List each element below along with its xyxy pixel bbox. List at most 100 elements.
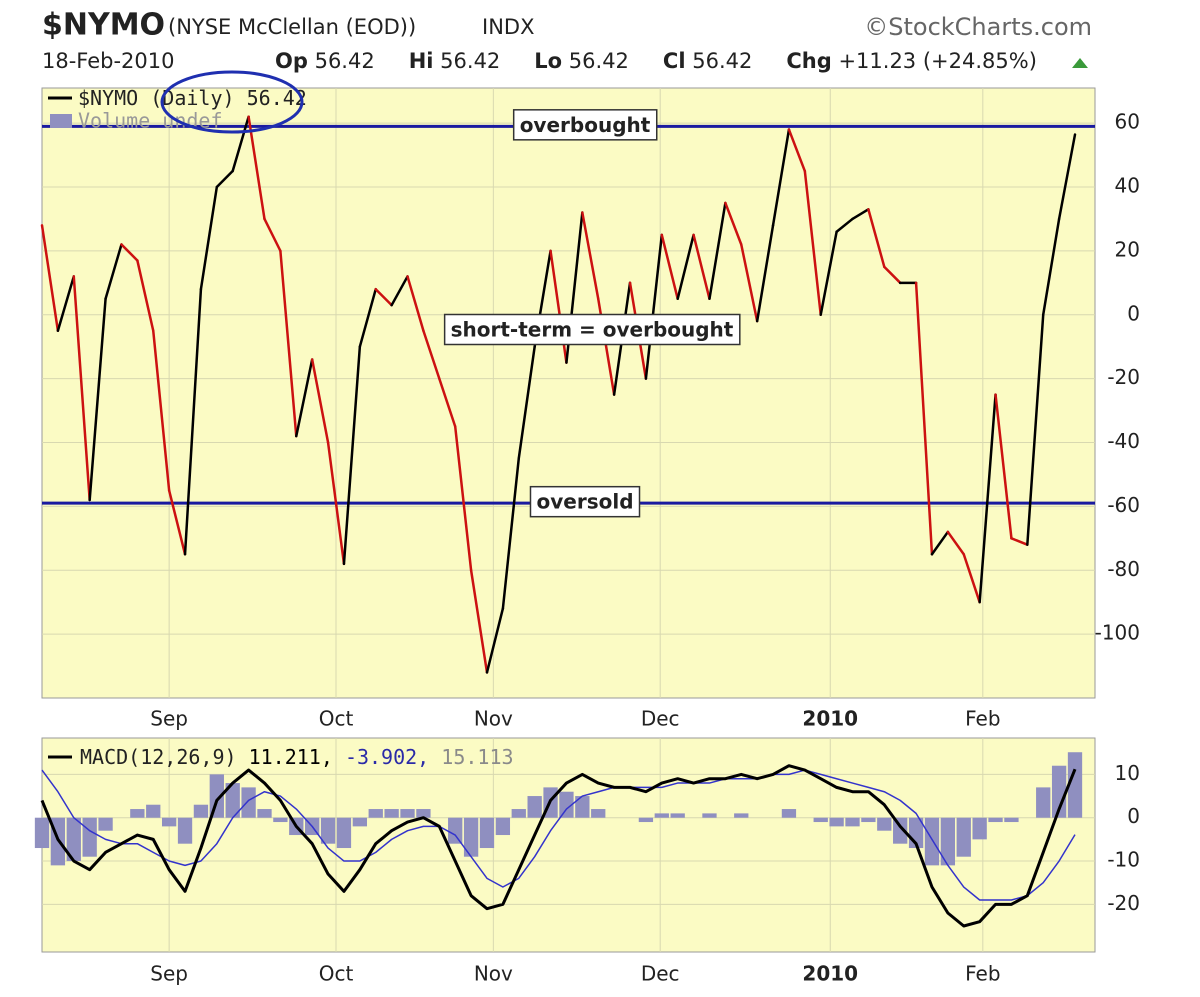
histogram-bar — [368, 809, 383, 818]
line-segment — [151, 329, 171, 492]
annotation-box — [443, 313, 741, 346]
overlay: $NYMO (Daily) 56.42 Volume undef MACD(12… — [48, 70, 514, 769]
line-segment — [295, 358, 314, 438]
histogram-bar — [98, 817, 113, 831]
chart-title: $NYMO — [42, 8, 165, 43]
histogram-bar — [734, 813, 749, 818]
line-segment — [374, 287, 393, 307]
exchange: INDX — [482, 15, 534, 39]
histogram-bar — [972, 817, 987, 840]
y-tick-label: 40 — [1115, 174, 1140, 198]
y-tick-label: -60 — [1107, 493, 1140, 517]
histogram-bar — [448, 817, 463, 844]
histogram-bar — [273, 817, 288, 823]
y-tick-label: 0 — [1127, 804, 1140, 828]
quote-name: Op — [275, 49, 308, 73]
up-arrow — [1072, 58, 1088, 68]
y-tick-label: -20 — [1107, 365, 1140, 389]
line-segment — [1010, 537, 1029, 546]
histogram-bar — [511, 809, 526, 818]
histogram-bar — [177, 817, 193, 844]
legend-value: -3.902, — [345, 745, 429, 769]
line-segment — [1041, 217, 1061, 317]
histogram-bar — [956, 817, 971, 857]
legend-value: 11.211, — [249, 745, 333, 769]
level-label: oversold — [536, 490, 633, 514]
line-segment — [438, 377, 457, 428]
quote-value: 56.42 — [315, 49, 375, 73]
x-tick-label: 2010 — [802, 962, 858, 986]
annotation-box — [529, 485, 641, 518]
y-tick-label: -20 — [1107, 891, 1140, 915]
x-tick-label: Dec — [641, 707, 680, 731]
line-segment — [819, 230, 838, 317]
line-segment — [851, 208, 870, 221]
line-segment — [72, 275, 91, 502]
histogram-bar — [940, 817, 956, 866]
highlight-ellipse — [160, 70, 304, 134]
macd-line — [40, 764, 1077, 928]
histogram-bar — [1067, 752, 1083, 818]
quote-value: 56.42 — [692, 49, 752, 73]
histogram-bar — [352, 817, 367, 827]
line-segment — [1057, 133, 1077, 221]
line-segment — [342, 345, 362, 566]
histogram-bar — [479, 817, 495, 849]
line-segment — [883, 265, 902, 285]
x-tick-label: Nov — [474, 707, 513, 731]
line-segment — [962, 553, 981, 604]
histogram-bar — [66, 817, 81, 862]
line-segment — [724, 201, 743, 246]
quote-name: Hi — [409, 49, 434, 73]
x-tick-label: Feb — [965, 707, 1000, 731]
line-segment — [453, 425, 473, 572]
histogram-bar — [877, 817, 892, 831]
line-segment — [167, 489, 187, 556]
histogram-bar — [527, 796, 542, 818]
histogram-bar — [416, 809, 431, 818]
line-segment — [708, 201, 727, 301]
x-tick-label: Dec — [641, 962, 680, 986]
quote-change-pct: (+24.85%) — [923, 49, 1037, 73]
annotation-box — [512, 109, 658, 141]
histogram-bar — [384, 809, 399, 818]
line-segment — [644, 233, 664, 380]
histogram-bar — [130, 809, 145, 818]
volume-swatch — [50, 114, 72, 128]
line-segment — [406, 275, 425, 332]
quote-name: Lo — [534, 49, 562, 73]
histogram-bar — [591, 809, 606, 818]
quote-value: 56.42 — [440, 49, 500, 73]
line-segment — [787, 128, 807, 173]
macd-line — [41, 769, 1076, 901]
x-tick-label: 2010 — [802, 707, 858, 731]
date: 18-Feb-2010 — [42, 49, 175, 73]
histogram-bar — [463, 817, 479, 857]
quote-value: 56.42 — [569, 49, 629, 73]
line-segment — [676, 233, 695, 301]
histogram-bar — [559, 791, 574, 818]
line-segment — [581, 211, 600, 301]
source: ©StockCharts.com — [864, 13, 1092, 41]
histogram-bar — [225, 783, 240, 818]
histogram-bar — [575, 796, 590, 818]
histogram-bar — [241, 787, 256, 818]
line-segment — [469, 569, 489, 674]
line-segment — [692, 233, 711, 301]
legend: $NYMO (Daily) 56.42 — [78, 86, 307, 110]
line-segment — [310, 358, 330, 444]
line-segment — [517, 345, 536, 460]
histogram-bar — [1036, 787, 1051, 818]
line-segment — [326, 441, 346, 566]
annotation: short-term = overbought — [451, 318, 734, 342]
plot-area — [41, 87, 1096, 699]
histogram-bar — [638, 817, 654, 823]
line-segment — [1026, 313, 1045, 546]
line-segment — [771, 128, 791, 227]
y-tick-label: 60 — [1115, 110, 1140, 134]
subtitle: (NYSE McClellan (EOD)) — [168, 15, 416, 39]
histogram-bar — [845, 817, 860, 827]
line-segment — [994, 393, 1013, 540]
